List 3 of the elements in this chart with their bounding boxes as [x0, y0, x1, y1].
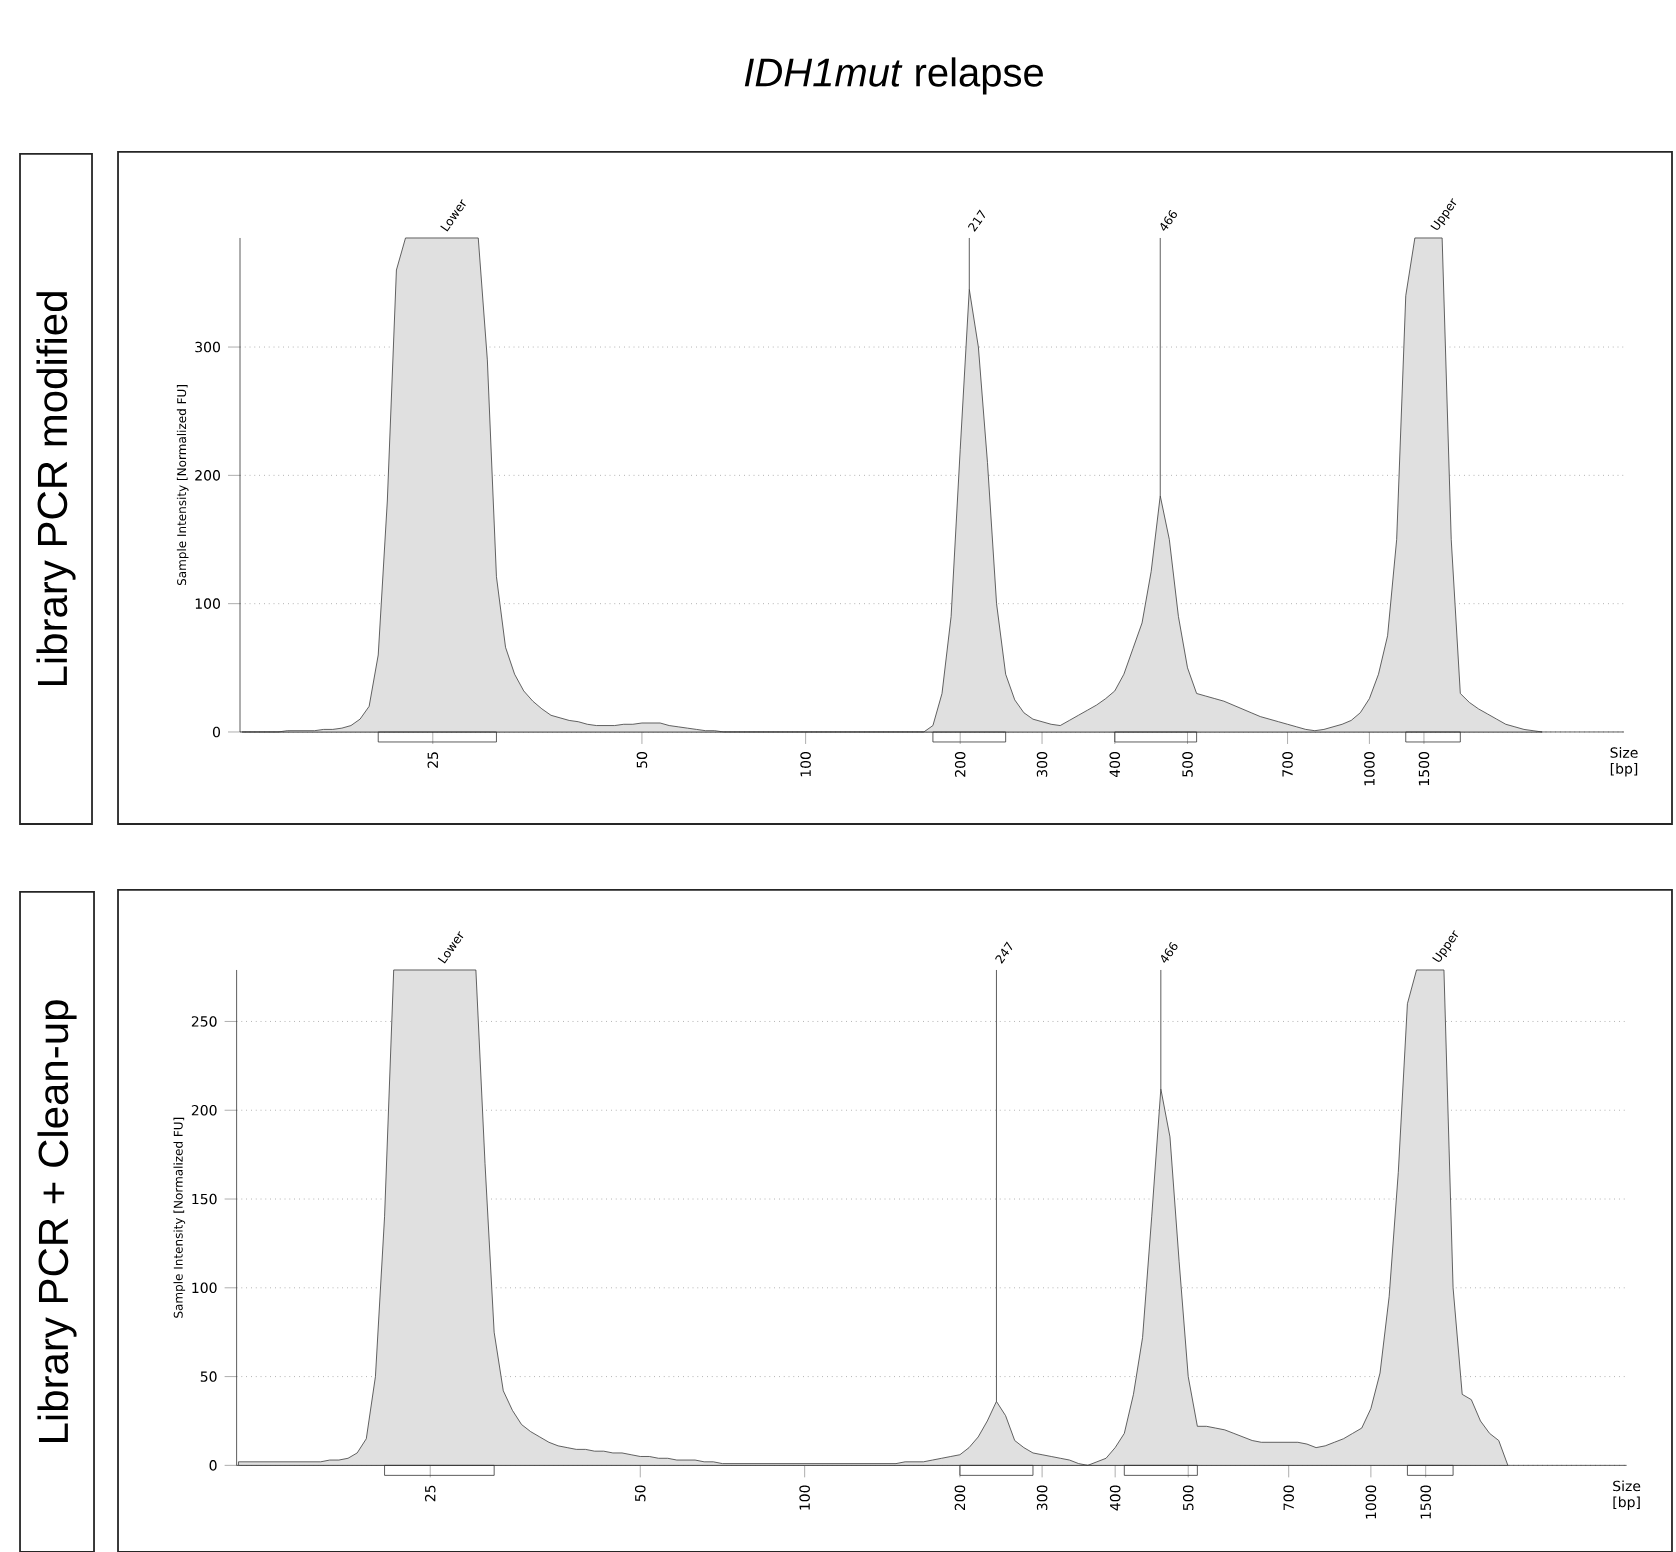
- text: Library PCR + Clean-up: [37, 1000, 77, 1443]
- chart-title: IDH1mut relapse: [744, 57, 1043, 95]
- text: Library PCR modified: [36, 292, 76, 686]
